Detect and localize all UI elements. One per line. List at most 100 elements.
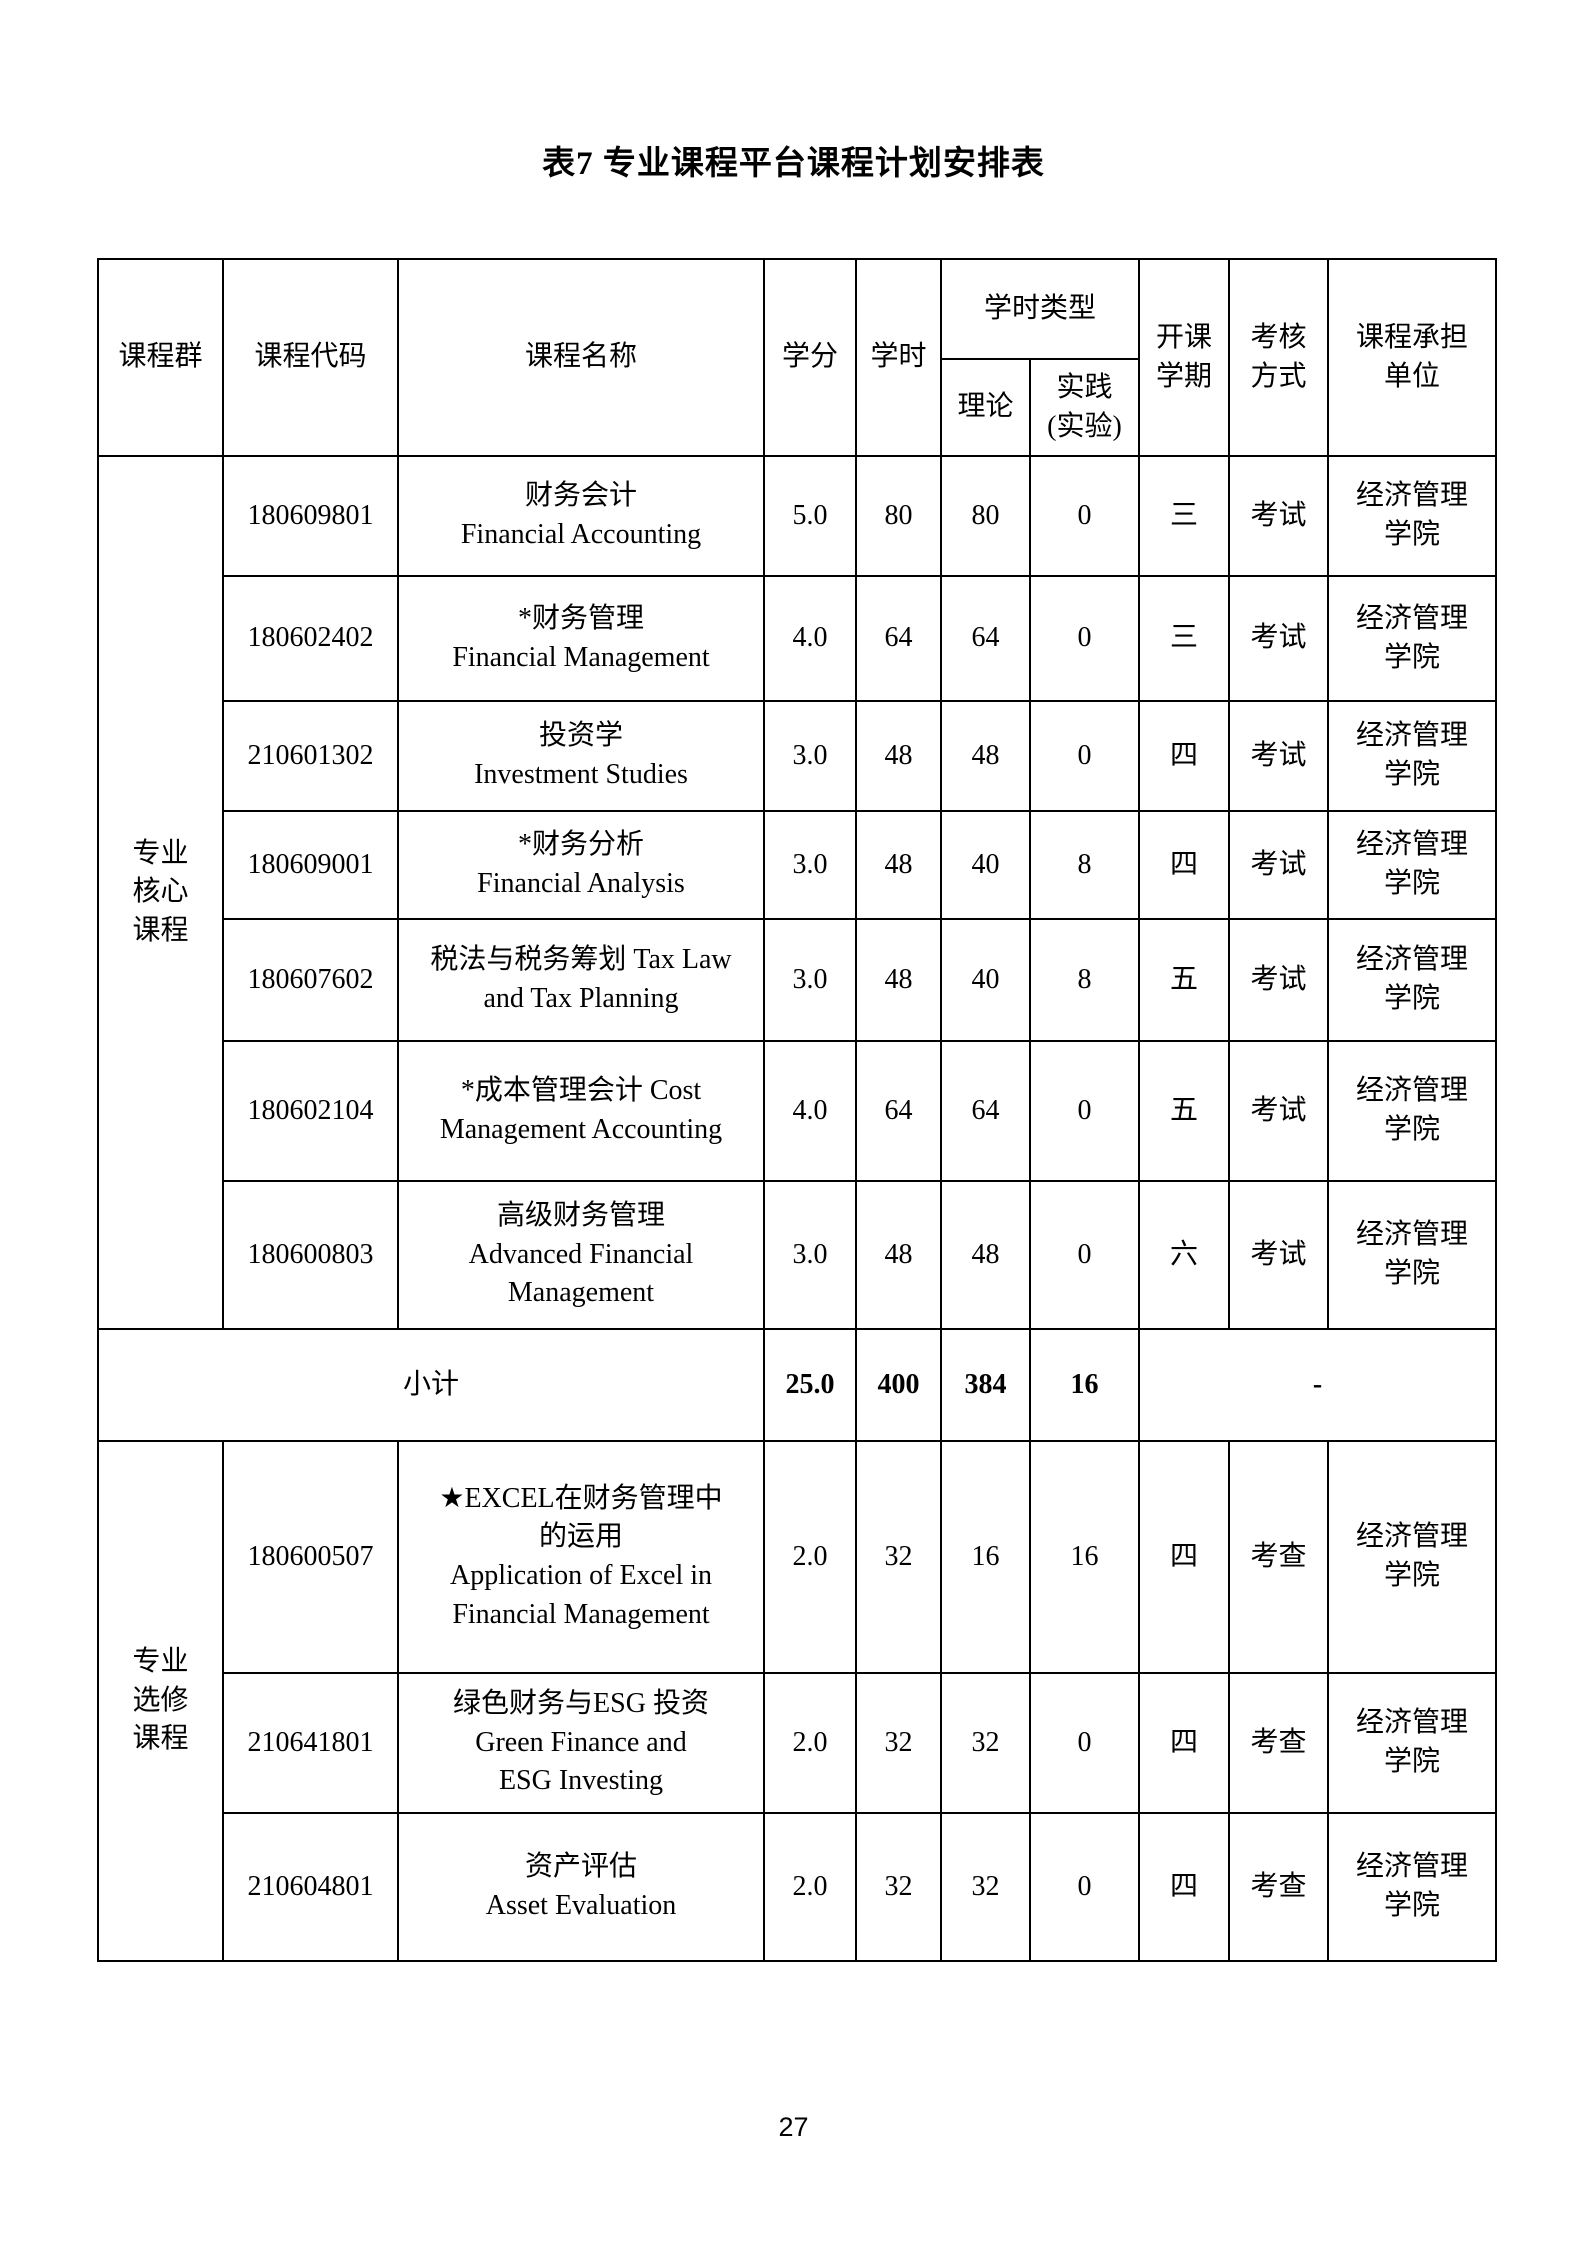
table-row: 专业 选修 课程 180600507 ★EXCEL在财务管理中 的运用 Appl… — [97, 1440, 1498, 1962]
semester-cell: 四 — [1138, 1440, 1231, 1674]
theory-cell: 64 — [940, 575, 1031, 702]
course-name-cell: 资产评估 Asset Evaluation — [397, 1812, 765, 1962]
assessment-cell: 考试 — [1228, 575, 1330, 702]
credits-cell: 5.0 — [763, 455, 857, 577]
course-code-cell: 180602402 — [222, 575, 399, 702]
header-credits: 学分 — [763, 258, 857, 457]
page-title: 表7 专业课程平台课程计划安排表 — [542, 146, 1045, 182]
header-unit: 课程承担 单位 — [1327, 258, 1498, 457]
course-code-cell: 180607602 — [222, 918, 399, 1042]
credits-cell: 3.0 — [763, 918, 857, 1042]
header-semester: 开课 学期 — [1138, 258, 1231, 457]
theory-cell: 32 — [940, 1812, 1031, 1962]
credits-cell: 2.0 — [763, 1440, 857, 1674]
practice-cell: 0 — [1028, 1040, 1141, 1182]
group-elective-label: 专业 选修 课程 — [97, 1440, 224, 1962]
hours-cell: 32 — [855, 1672, 942, 1814]
unit-cell: 经济管理 学院 — [1327, 575, 1498, 702]
table-row: 210604801 资产评估 Asset Evaluation 2.0 32 3… — [98, 1812, 1498, 1962]
subtotal-theory: 384 — [940, 1328, 1031, 1442]
course-code-cell: 180609001 — [222, 810, 399, 920]
header-course-code: 课程代码 — [222, 258, 399, 457]
semester-cell: 六 — [1138, 1180, 1231, 1330]
table-row: 180602402 *财务管理 Financial Management 4.0… — [98, 575, 1498, 702]
course-name-cell: 投资学 Investment Studies — [397, 700, 765, 812]
course-code-cell: 180602104 — [222, 1040, 399, 1182]
assessment-cell: 考试 — [1228, 455, 1330, 577]
table-row: 180602104 *成本管理会计 Cost Management Accoun… — [98, 1040, 1498, 1182]
assessment-cell: 考查 — [1228, 1812, 1330, 1962]
assessment-cell: 考试 — [1228, 700, 1330, 812]
subtotal-rest: - — [1138, 1328, 1498, 1442]
credits-cell: 2.0 — [763, 1812, 857, 1962]
practice-cell: 0 — [1028, 455, 1141, 577]
theory-cell: 16 — [940, 1440, 1031, 1674]
theory-cell: 32 — [940, 1672, 1031, 1814]
course-name-cell: ★EXCEL在财务管理中 的运用 Application of Excel in… — [397, 1440, 765, 1674]
table-row: 专业 核心 课程 180609801 财务会计 Financial Accoun… — [97, 455, 1498, 1330]
table-row: 180607602 税法与税务筹划 Tax Law and Tax Planni… — [98, 918, 1498, 1042]
course-name-cell: 高级财务管理 Advanced Financial Management — [397, 1180, 765, 1330]
subtotal-row: 小计 25.0 400 384 16 - — [97, 1328, 1498, 1442]
semester-cell: 四 — [1138, 810, 1231, 920]
header-row: 课程群 课程代码 课程名称 学分 学时 学时类型 开课 学期 考核 方式 课程承… — [97, 258, 1498, 457]
unit-cell: 经济管理 学院 — [1327, 700, 1498, 812]
subtotal-label: 小计 — [97, 1328, 765, 1442]
semester-cell: 三 — [1138, 575, 1231, 702]
header-practice: 实践 (实验) — [1028, 358, 1141, 457]
hours-cell: 48 — [855, 918, 942, 1042]
practice-cell: 16 — [1028, 1440, 1141, 1674]
credits-cell: 3.0 — [763, 810, 857, 920]
header-course-name: 课程名称 — [397, 258, 765, 457]
unit-cell: 经济管理 学院 — [1327, 1440, 1498, 1674]
hours-cell: 80 — [855, 455, 942, 577]
unit-cell: 经济管理 学院 — [1327, 918, 1498, 1042]
assessment-cell: 考查 — [1228, 1440, 1330, 1674]
unit-cell: 经济管理 学院 — [1327, 1812, 1498, 1962]
assessment-cell: 考试 — [1228, 1040, 1330, 1182]
credits-cell: 3.0 — [763, 700, 857, 812]
course-code-cell: 210604801 — [222, 1812, 399, 1962]
hours-cell: 48 — [855, 810, 942, 920]
credits-cell: 2.0 — [763, 1672, 857, 1814]
course-name-cell: *成本管理会计 Cost Management Accounting — [397, 1040, 765, 1182]
group-core-label: 专业 核心 课程 — [97, 455, 224, 1330]
semester-cell: 四 — [1138, 1812, 1231, 1962]
header-theory: 理论 — [940, 358, 1031, 457]
header-assessment: 考核 方式 — [1228, 258, 1330, 457]
practice-cell: 0 — [1028, 1812, 1141, 1962]
table-row: 210641801 绿色财务与ESG 投资 Green Finance and … — [98, 1672, 1498, 1814]
theory-cell: 40 — [940, 810, 1031, 920]
course-plan-table: 课程群 课程代码 课程名称 学分 学时 学时类型 开课 学期 考核 方式 课程承… — [97, 258, 1498, 1962]
theory-cell: 48 — [940, 700, 1031, 812]
subtotal-practice: 16 — [1028, 1328, 1141, 1442]
unit-cell: 经济管理 学院 — [1327, 810, 1498, 920]
header-course-group: 课程群 — [97, 258, 224, 457]
course-code-cell: 210641801 — [222, 1672, 399, 1814]
assessment-cell: 考查 — [1228, 1672, 1330, 1814]
semester-cell: 四 — [1138, 700, 1231, 812]
practice-cell: 0 — [1028, 700, 1141, 812]
course-name-cell: 绿色财务与ESG 投资 Green Finance and ESG Invest… — [397, 1672, 765, 1814]
semester-cell: 五 — [1138, 918, 1231, 1042]
header-subrow: 理论 实践 (实验) — [98, 358, 1496, 457]
assessment-cell: 考试 — [1228, 1180, 1330, 1330]
assessment-cell: 考试 — [1228, 810, 1330, 920]
table-row: 180609001 *财务分析 Financial Analysis 3.0 4… — [98, 810, 1498, 920]
credits-cell: 4.0 — [763, 1040, 857, 1182]
course-code-cell: 210601302 — [222, 700, 399, 812]
course-name-cell: *财务分析 Financial Analysis — [397, 810, 765, 920]
hours-cell: 64 — [855, 575, 942, 702]
semester-cell: 五 — [1138, 1040, 1231, 1182]
semester-cell: 三 — [1138, 455, 1231, 577]
hours-cell: 48 — [855, 700, 942, 812]
course-name-cell: 税法与税务筹划 Tax Law and Tax Planning — [397, 918, 765, 1042]
hours-cell: 48 — [855, 1180, 942, 1330]
practice-cell: 0 — [1028, 1672, 1141, 1814]
page-number: 27 — [778, 2112, 809, 2142]
practice-cell: 8 — [1028, 918, 1141, 1042]
assessment-cell: 考试 — [1228, 918, 1330, 1042]
unit-cell: 经济管理 学院 — [1327, 455, 1498, 577]
theory-cell: 48 — [940, 1180, 1031, 1330]
course-code-cell: 180609801 — [222, 455, 399, 577]
